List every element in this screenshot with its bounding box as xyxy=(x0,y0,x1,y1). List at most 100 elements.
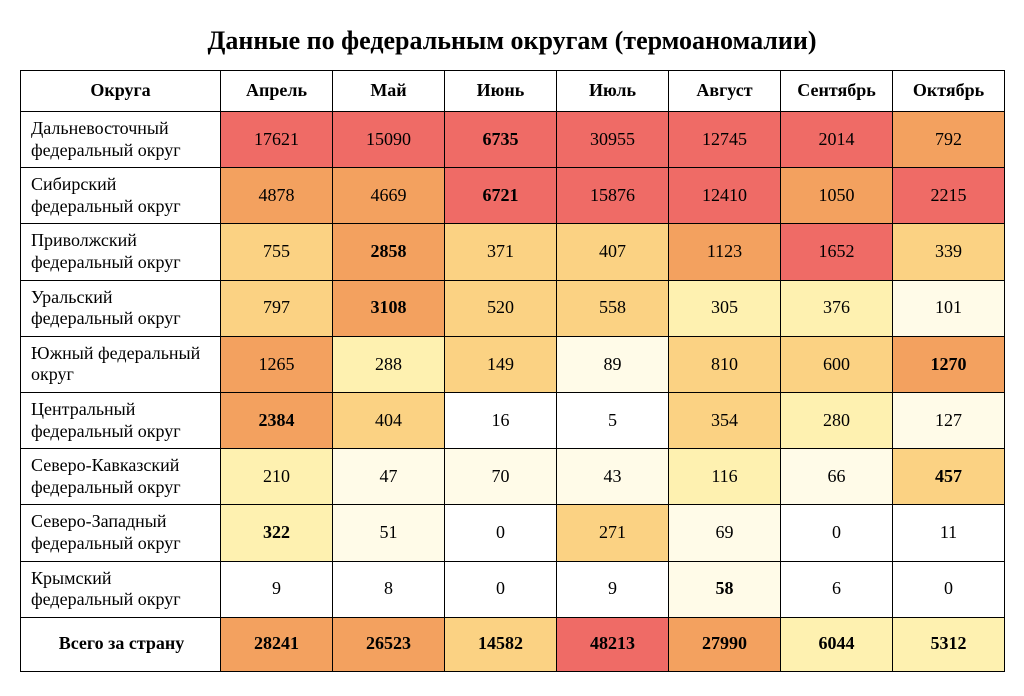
cell-value: 2014 xyxy=(781,112,893,168)
row-label: Дальневосточный федеральный округ xyxy=(21,112,221,168)
row-label: Северо-Кавказский федеральный округ xyxy=(21,449,221,505)
header-label: Округа xyxy=(21,71,221,112)
total-value: 48213 xyxy=(557,617,669,671)
row-label: Южный федеральный округ xyxy=(21,336,221,392)
cell-value: 58 xyxy=(669,561,781,617)
page: Данные по федеральным округам (термоаном… xyxy=(0,0,1024,696)
cell-value: 51 xyxy=(333,505,445,561)
cell-value: 354 xyxy=(669,392,781,448)
cell-value: 1652 xyxy=(781,224,893,280)
table-row: Северо-Западный федеральный округ3225102… xyxy=(21,505,1005,561)
cell-value: 2384 xyxy=(221,392,333,448)
cell-value: 12410 xyxy=(669,168,781,224)
cell-value: 0 xyxy=(781,505,893,561)
table-row: Приволжский федеральный округ75528583714… xyxy=(21,224,1005,280)
cell-value: 210 xyxy=(221,449,333,505)
cell-value: 792 xyxy=(893,112,1005,168)
table-row: Уральский федеральный округ7973108520558… xyxy=(21,280,1005,336)
row-label: Центральный федеральный округ xyxy=(21,392,221,448)
cell-value: 457 xyxy=(893,449,1005,505)
heatmap-table: ОкругаАпрельМайИюньИюльАвгустСентябрьОкт… xyxy=(20,70,1005,672)
page-title: Данные по федеральным округам (термоаном… xyxy=(20,26,1004,56)
cell-value: 339 xyxy=(893,224,1005,280)
cell-value: 4669 xyxy=(333,168,445,224)
cell-value: 8 xyxy=(333,561,445,617)
cell-value: 1123 xyxy=(669,224,781,280)
table-row: Южный федеральный округ12652881498981060… xyxy=(21,336,1005,392)
row-label: Северо-Западный федеральный округ xyxy=(21,505,221,561)
total-value: 6044 xyxy=(781,617,893,671)
cell-value: 11 xyxy=(893,505,1005,561)
cell-value: 6735 xyxy=(445,112,557,168)
cell-value: 2858 xyxy=(333,224,445,280)
total-value: 14582 xyxy=(445,617,557,671)
header-month: Июнь xyxy=(445,71,557,112)
cell-value: 305 xyxy=(669,280,781,336)
cell-value: 810 xyxy=(669,336,781,392)
cell-value: 16 xyxy=(445,392,557,448)
cell-value: 43 xyxy=(557,449,669,505)
total-row: Всего за страну2824126523145824821327990… xyxy=(21,617,1005,671)
cell-value: 797 xyxy=(221,280,333,336)
cell-value: 371 xyxy=(445,224,557,280)
cell-value: 404 xyxy=(333,392,445,448)
cell-value: 6721 xyxy=(445,168,557,224)
cell-value: 70 xyxy=(445,449,557,505)
cell-value: 12745 xyxy=(669,112,781,168)
table-row: Сибирский федеральный округ4878466967211… xyxy=(21,168,1005,224)
cell-value: 101 xyxy=(893,280,1005,336)
cell-value: 116 xyxy=(669,449,781,505)
cell-value: 69 xyxy=(669,505,781,561)
cell-value: 4878 xyxy=(221,168,333,224)
cell-value: 407 xyxy=(557,224,669,280)
header-month: Август xyxy=(669,71,781,112)
table-row: Северо-Кавказский федеральный округ21047… xyxy=(21,449,1005,505)
cell-value: 2215 xyxy=(893,168,1005,224)
cell-value: 288 xyxy=(333,336,445,392)
cell-value: 271 xyxy=(557,505,669,561)
cell-value: 0 xyxy=(445,561,557,617)
total-label: Всего за страну xyxy=(21,617,221,671)
header-month: Октябрь xyxy=(893,71,1005,112)
table-row: Дальневосточный федеральный округ1762115… xyxy=(21,112,1005,168)
header-month: Сентябрь xyxy=(781,71,893,112)
cell-value: 600 xyxy=(781,336,893,392)
cell-value: 9 xyxy=(557,561,669,617)
cell-value: 1270 xyxy=(893,336,1005,392)
total-value: 27990 xyxy=(669,617,781,671)
header-month: Июль xyxy=(557,71,669,112)
total-value: 28241 xyxy=(221,617,333,671)
cell-value: 149 xyxy=(445,336,557,392)
table-row: Центральный федеральный округ23844041653… xyxy=(21,392,1005,448)
cell-value: 17621 xyxy=(221,112,333,168)
cell-value: 0 xyxy=(893,561,1005,617)
cell-value: 558 xyxy=(557,280,669,336)
cell-value: 3108 xyxy=(333,280,445,336)
row-label: Уральский федеральный округ xyxy=(21,280,221,336)
cell-value: 376 xyxy=(781,280,893,336)
cell-value: 755 xyxy=(221,224,333,280)
total-value: 26523 xyxy=(333,617,445,671)
cell-value: 6 xyxy=(781,561,893,617)
table-row: Крымский федеральный округ98095860 xyxy=(21,561,1005,617)
cell-value: 0 xyxy=(445,505,557,561)
cell-value: 15090 xyxy=(333,112,445,168)
cell-value: 280 xyxy=(781,392,893,448)
cell-value: 1050 xyxy=(781,168,893,224)
cell-value: 30955 xyxy=(557,112,669,168)
cell-value: 5 xyxy=(557,392,669,448)
row-label: Приволжский федеральный округ xyxy=(21,224,221,280)
cell-value: 66 xyxy=(781,449,893,505)
cell-value: 520 xyxy=(445,280,557,336)
cell-value: 15876 xyxy=(557,168,669,224)
cell-value: 127 xyxy=(893,392,1005,448)
cell-value: 89 xyxy=(557,336,669,392)
header-month: Май xyxy=(333,71,445,112)
header-row: ОкругаАпрельМайИюньИюльАвгустСентябрьОкт… xyxy=(21,71,1005,112)
total-value: 5312 xyxy=(893,617,1005,671)
row-label: Крымский федеральный округ xyxy=(21,561,221,617)
header-month: Апрель xyxy=(221,71,333,112)
cell-value: 322 xyxy=(221,505,333,561)
cell-value: 9 xyxy=(221,561,333,617)
cell-value: 1265 xyxy=(221,336,333,392)
